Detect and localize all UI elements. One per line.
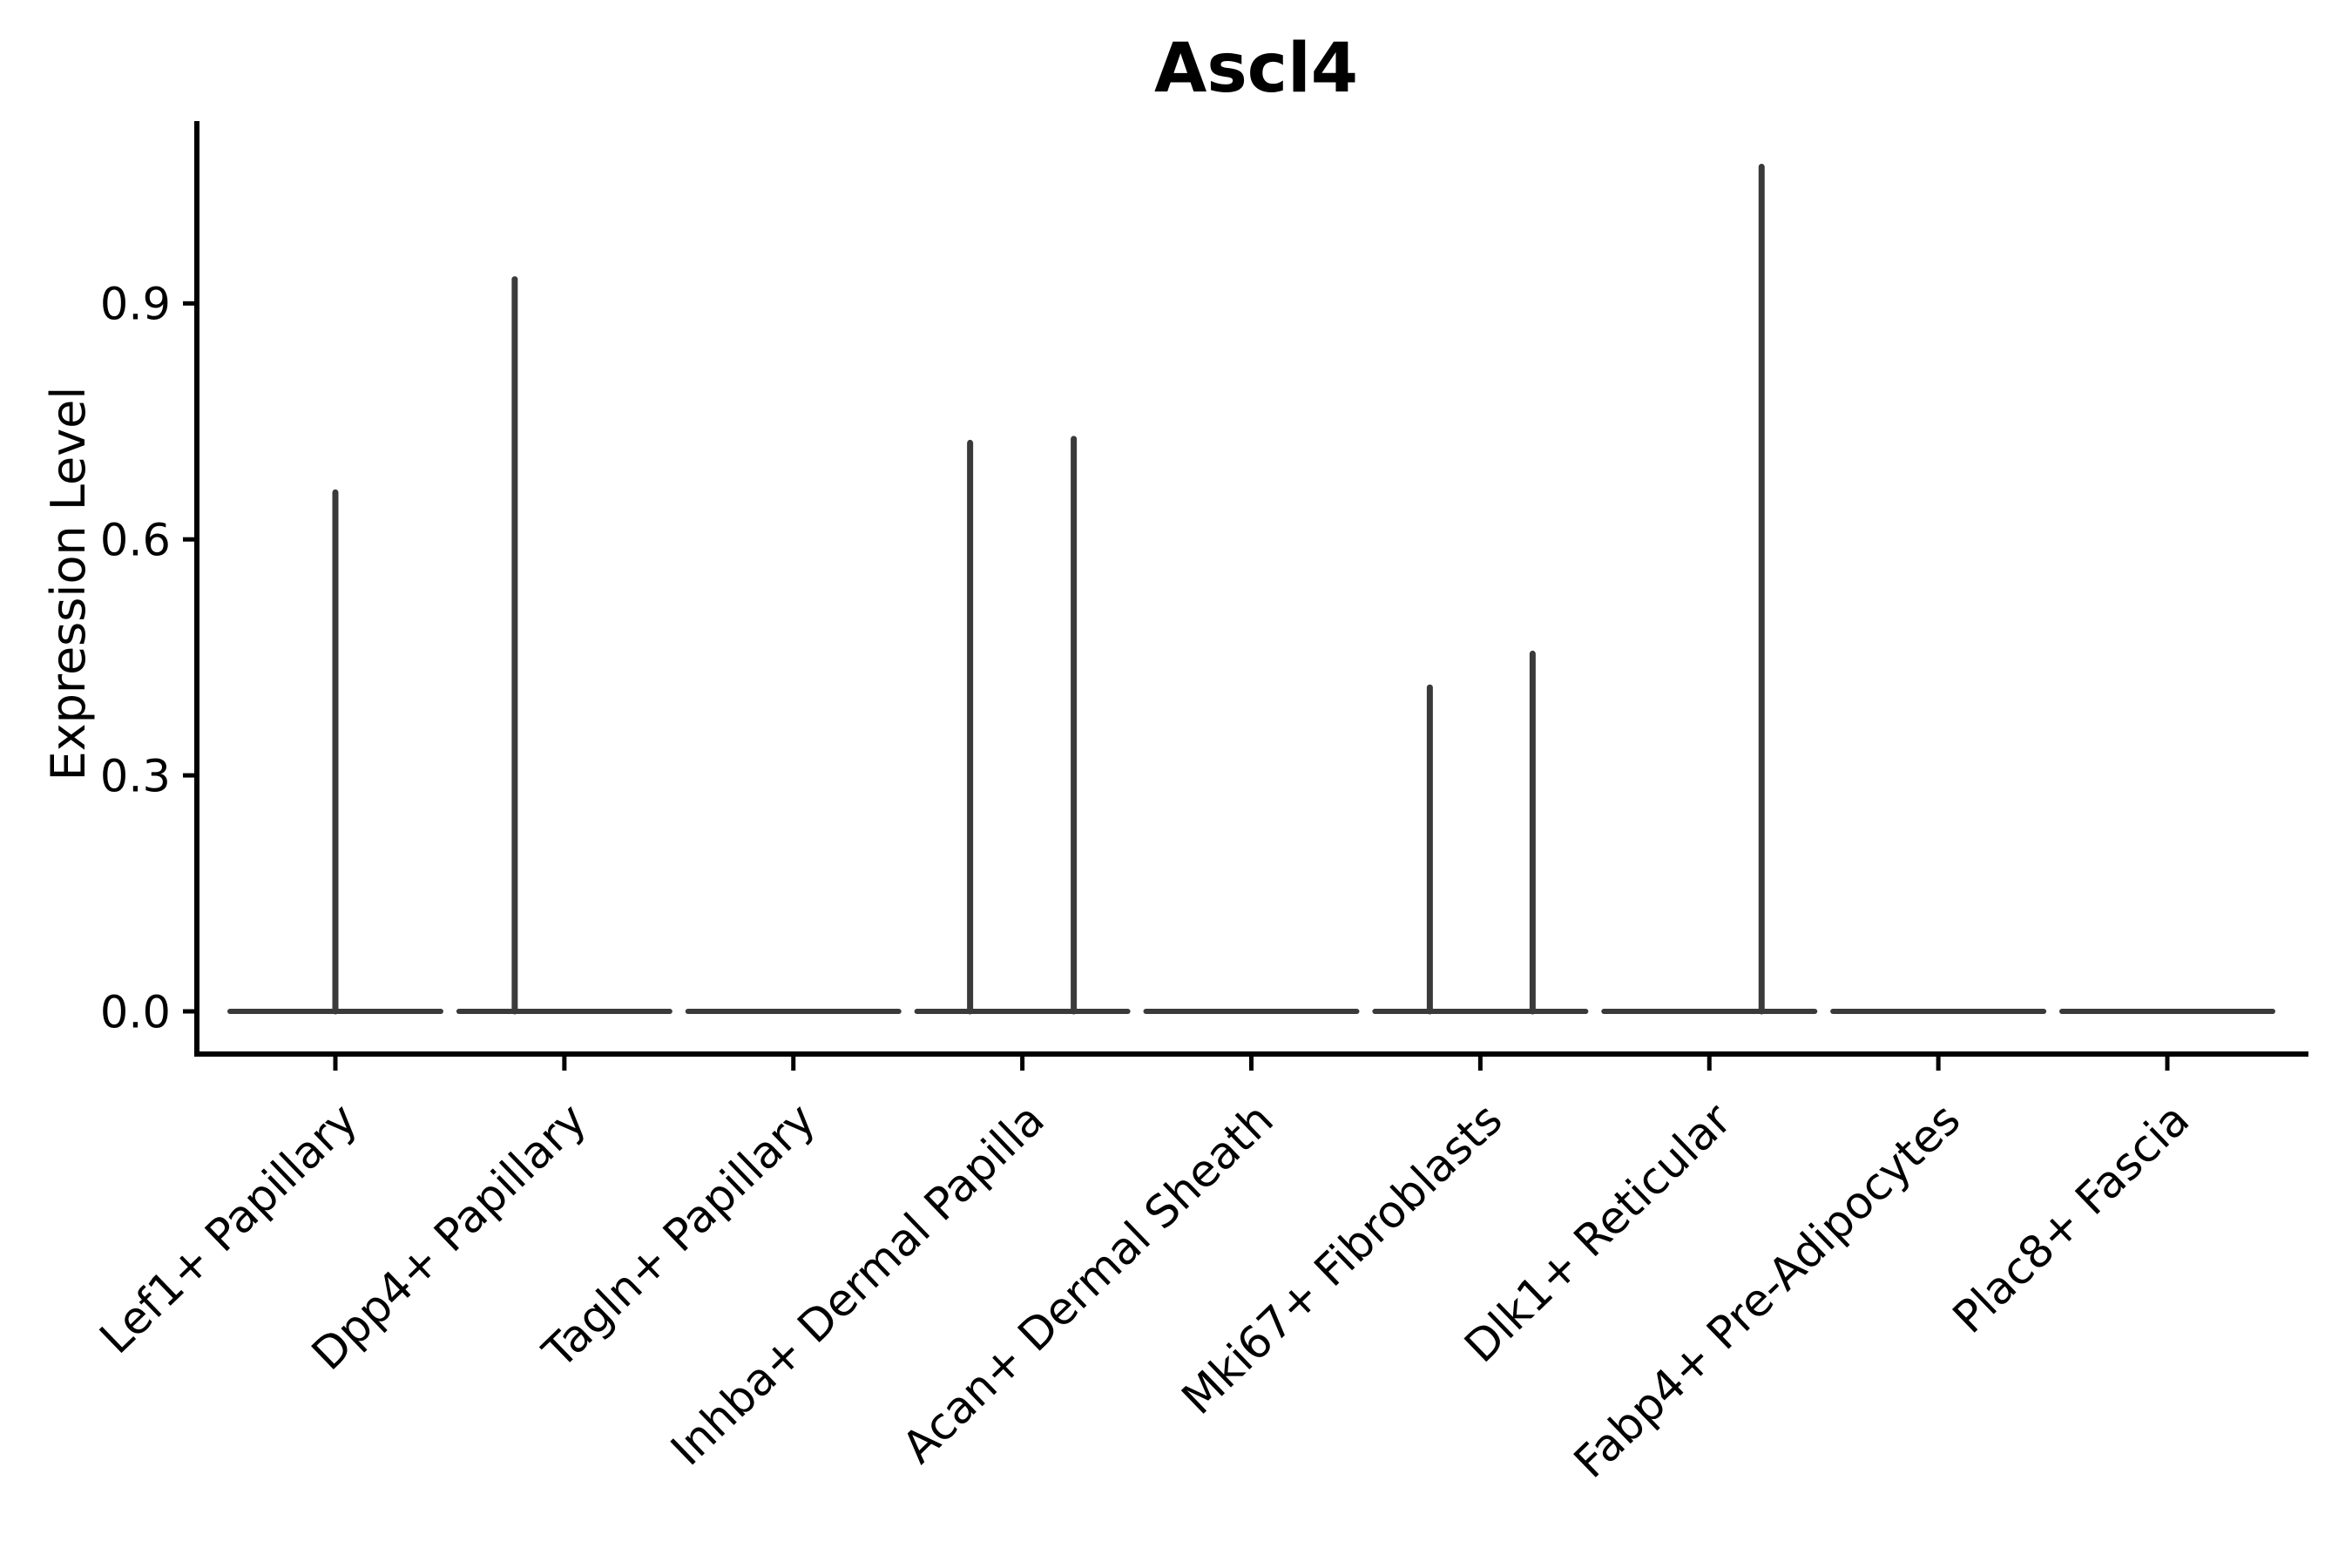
y-tick-label: 0.6 bbox=[100, 516, 171, 567]
y-tick-label: 0.0 bbox=[100, 987, 171, 1038]
y-tick-label: 0.9 bbox=[100, 280, 171, 331]
x-tick-label: Acan+ Dermal Sheath bbox=[893, 1094, 1283, 1474]
chart-title: Ascl4 bbox=[1153, 30, 1359, 108]
x-tick-label: Fabp4+ Pre-Adipocytes bbox=[1565, 1094, 1970, 1489]
x-tick-label: Inhba+ Dermal Papilla bbox=[662, 1094, 1055, 1476]
x-tick-label: Plac8+ Fascia bbox=[1943, 1094, 2200, 1344]
y-tick-label: 0.3 bbox=[100, 751, 171, 802]
